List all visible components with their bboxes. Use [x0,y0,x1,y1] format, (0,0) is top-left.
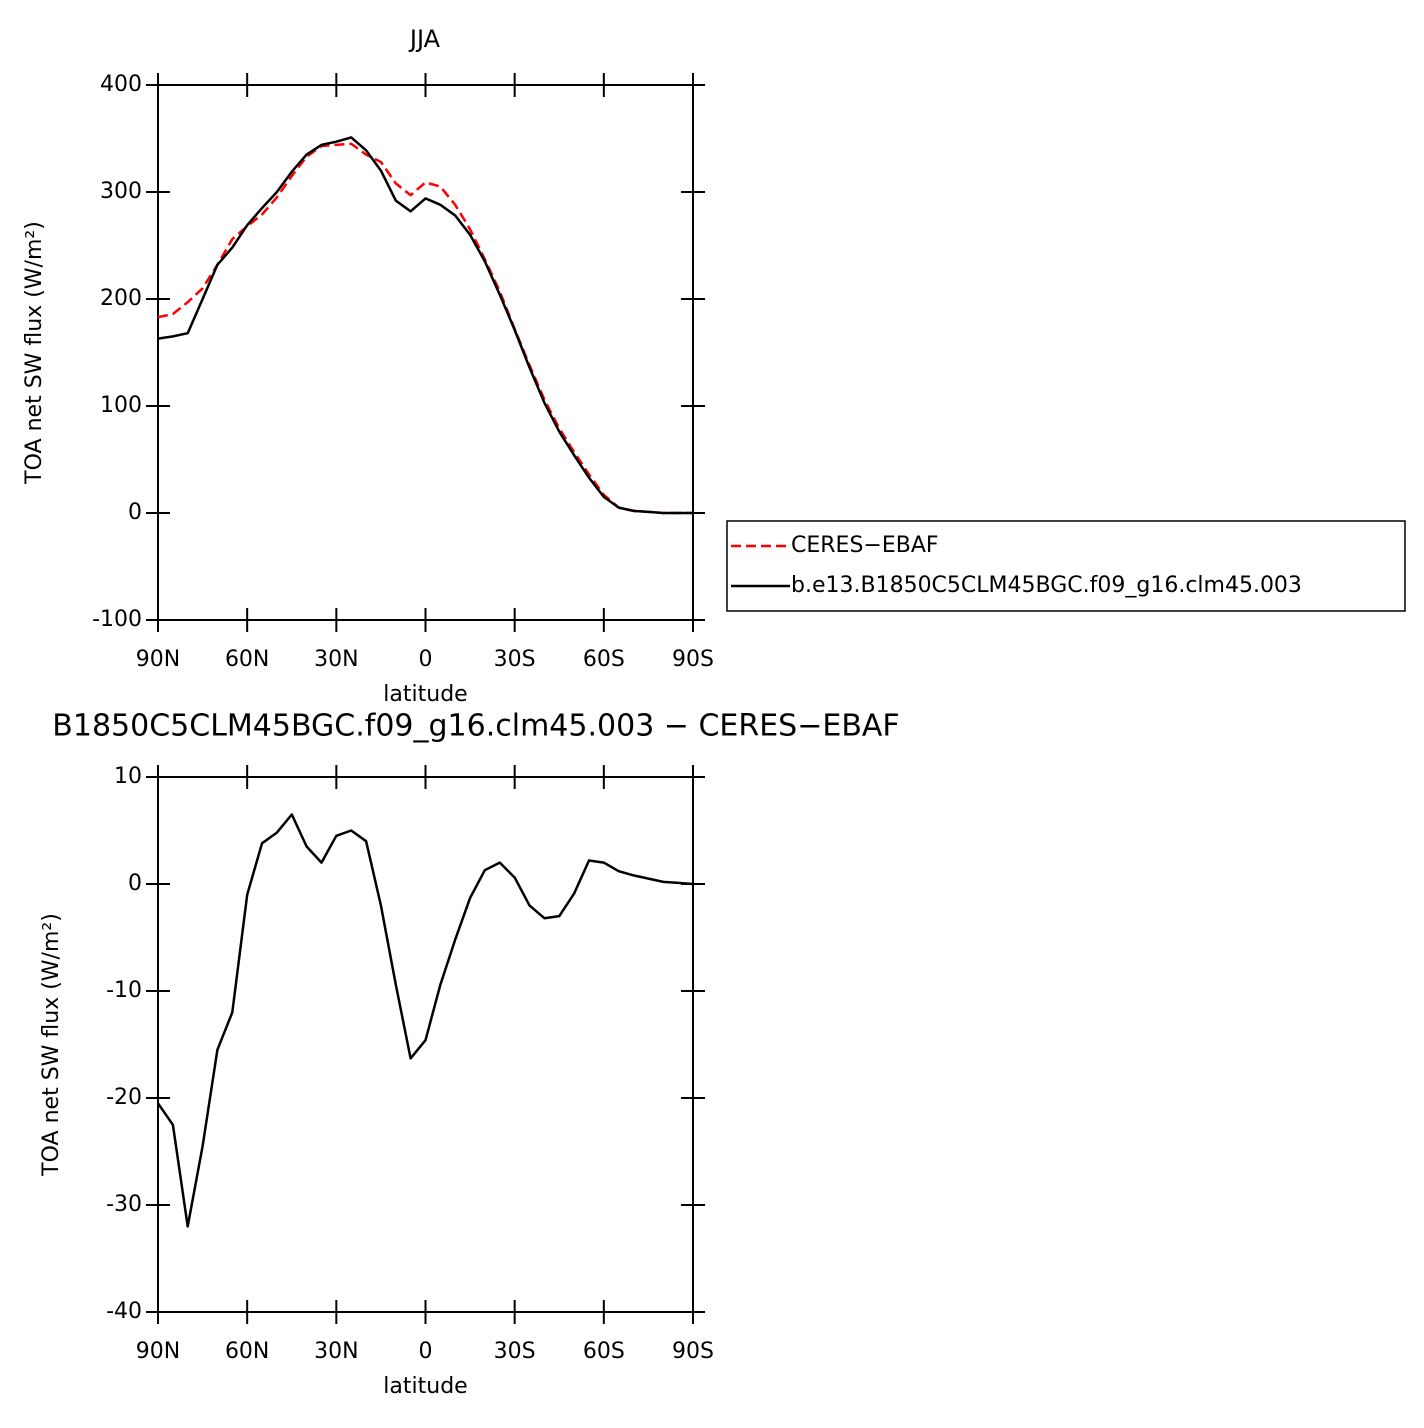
chart-title: B1850C5CLM45BGC.f09_g16.clm45.003 − CERE… [52,709,899,744]
x-tick-label: 30S [494,1339,536,1364]
y-tick-label: 10 [114,764,142,789]
y-tick-label: -10 [106,978,142,1003]
legend-box [726,520,1406,612]
x-tick-label: 60S [583,647,625,672]
y-tick-label: 400 [100,72,142,97]
plot-frame [157,776,694,1313]
y-tick-label: -30 [106,1192,142,1217]
y-tick-label: -100 [92,607,142,632]
y-tick-label: 100 [100,393,142,418]
x-tick-label: 90S [672,1339,714,1364]
x-axis-label: latitude [383,1374,467,1399]
y-tick-label: 300 [100,179,142,204]
x-tick-label: 30N [314,1339,358,1364]
x-tick-label: 0 [419,647,433,672]
data-line [157,136,693,515]
x-tick-label: 60N [225,647,269,672]
x-tick-label: 60N [225,1339,269,1364]
y-axis-label: TOA net SW flux (W/m²) [39,913,64,1177]
y-tick-label: -40 [106,1299,142,1324]
x-tick-label: 90N [136,647,180,672]
plot-frame [157,84,694,621]
y-axis-label: TOA net SW flux (W/m²) [22,221,47,485]
y-tick-label: 0 [128,500,142,525]
y-tick-label: 0 [128,871,142,896]
data-line [156,813,694,1228]
y-tick-label: 200 [100,286,142,311]
y-tick-label: -20 [106,1085,142,1110]
chart-title: JJA [408,25,441,53]
legend-label: CERES−EBAF [791,533,939,558]
x-tick-label: 60S [583,1339,625,1364]
x-tick-label: 30N [314,647,358,672]
x-tick-label: 0 [419,1339,433,1364]
data-line [157,142,693,515]
legend-label: b.e13.B1850C5CLM45BGC.f09_g16.clm45.003 [791,573,1302,598]
x-tick-label: 90N [136,1339,180,1364]
x-tick-label: 90S [672,647,714,672]
x-tick-label: 30S [494,647,536,672]
x-axis-label: latitude [383,682,467,707]
